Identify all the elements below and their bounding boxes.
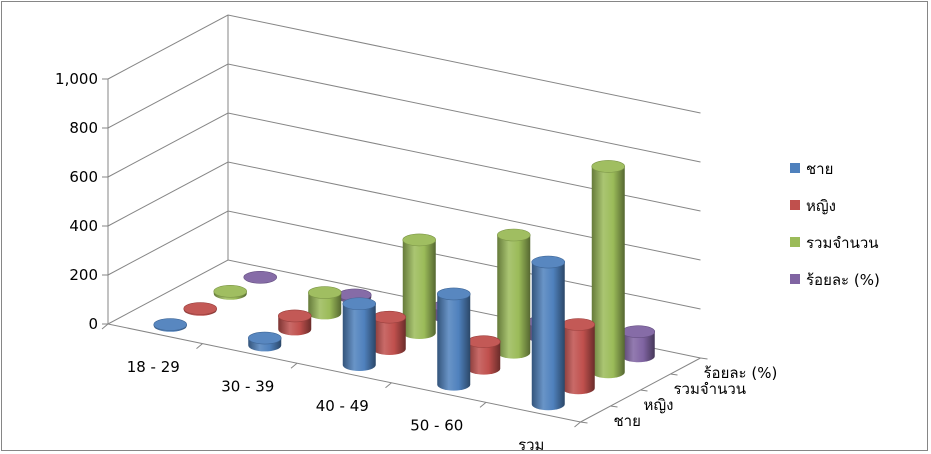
cylinder-top xyxy=(591,160,626,173)
cylinder-top xyxy=(277,309,312,323)
bar-50-60-series-3 xyxy=(496,228,531,359)
bar-50-60-series-2 xyxy=(466,335,501,375)
x-axis-line xyxy=(107,323,581,423)
depth-tick-label-4: ร้อยละ (%) xyxy=(704,364,778,382)
depth-tick-mark xyxy=(610,405,618,408)
x-tick-mark xyxy=(290,362,298,369)
x-tick-mark xyxy=(196,343,203,349)
legend-label: รวมจำนวน xyxy=(806,234,879,252)
legend-swatch xyxy=(790,163,800,173)
depth-tick-mark xyxy=(580,421,588,424)
gridline xyxy=(107,161,701,261)
legend-item-4: ร้อยละ (%) xyxy=(790,271,880,289)
bar-item-series-2 xyxy=(561,318,596,395)
legend-item-3: รวมจำนวน xyxy=(790,234,879,252)
depth-tick-mark xyxy=(670,373,678,376)
legend-label: ชาย xyxy=(806,160,833,178)
cylinder-top xyxy=(247,331,282,345)
y-tick-label: 0 xyxy=(88,315,98,333)
cylinder-top xyxy=(466,335,501,348)
cylinder-top xyxy=(402,233,437,247)
legend-swatch xyxy=(790,274,800,284)
bar-item-series-4 xyxy=(621,325,656,363)
y-tick-label: 1,000 xyxy=(55,70,98,88)
x-tick-mark xyxy=(479,402,487,408)
cylinder-top xyxy=(561,318,596,331)
cylinder-top xyxy=(621,325,656,339)
legend-label: หญิง xyxy=(806,197,836,215)
bar-30-39-series-3 xyxy=(307,286,342,320)
cylinder-top xyxy=(496,228,531,242)
bar-18-29-series-2 xyxy=(183,302,218,316)
cylinder-body xyxy=(437,293,471,391)
y-tick-label: 400 xyxy=(69,217,98,235)
gridline xyxy=(107,14,701,114)
depth-tick-label-3: รวมจำนวน xyxy=(674,380,747,398)
cylinder-top xyxy=(213,285,248,298)
bar-40-49-series-1 xyxy=(342,297,377,371)
depth-tick-mark xyxy=(640,389,648,392)
bar-18-29-series-4 xyxy=(243,271,278,284)
depth-tick-mark xyxy=(700,357,708,360)
cylinder-top xyxy=(531,255,566,269)
x-tick-mark xyxy=(385,382,392,389)
bar-40-49-series-3 xyxy=(402,233,437,339)
bar-18-29-series-1 xyxy=(153,318,188,332)
cylinder-body xyxy=(531,262,565,411)
cylinder-top xyxy=(307,286,342,299)
cylinder-body xyxy=(621,331,655,363)
x-tick-label-40-49: 40 - 49 xyxy=(316,397,369,415)
cylinder-body xyxy=(591,166,625,379)
cylinder-top xyxy=(243,271,278,284)
cylinder-body xyxy=(467,341,501,375)
legend-swatch xyxy=(790,237,800,247)
x-tick-mark xyxy=(101,323,109,330)
cylinder-body xyxy=(402,239,436,339)
gridline xyxy=(107,112,701,212)
cylinder-body xyxy=(342,303,376,371)
x-tick-label-50-60: 50 - 60 xyxy=(410,417,463,435)
x-tick-label-30-39: 30 - 39 xyxy=(221,377,274,395)
depth-tick-label-1: ชาย xyxy=(614,412,641,430)
bar-item-series-3 xyxy=(591,160,626,379)
y-tick-label: 800 xyxy=(69,119,98,137)
cylinder-top xyxy=(372,310,407,324)
cylinder-top xyxy=(183,302,218,315)
depth-tick-label-2: หญิง xyxy=(644,396,674,414)
bar-30-39-series-2 xyxy=(277,309,312,336)
cylinder-body xyxy=(561,324,595,395)
cylinder-body xyxy=(497,235,531,359)
legend-swatch xyxy=(790,200,800,210)
bar-30-39-series-1 xyxy=(247,331,282,352)
x-tick-label-item: รวม xyxy=(518,436,544,454)
axis-labels: 0 200 400 600 800 1,000 18 - 29 30 - 39 40 - 49 5… xyxy=(55,70,777,454)
bar-item-series-1 xyxy=(531,255,566,411)
y-tick-label: 600 xyxy=(69,168,98,186)
bar-50-60-series-1 xyxy=(436,287,471,391)
bar-18-29-series-3 xyxy=(213,285,248,300)
legend-item-2: หญิง xyxy=(790,197,836,215)
legend-item-1: ชาย xyxy=(790,160,833,178)
cylinder-top xyxy=(153,318,188,331)
gridline xyxy=(107,63,701,163)
x-tick-label-18-29: 18 - 29 xyxy=(127,358,180,376)
x-tick-mark xyxy=(574,421,581,428)
bar-40-49-series-2 xyxy=(372,310,407,355)
cylinder-top xyxy=(436,287,471,301)
bars xyxy=(153,160,656,411)
y-tick-label: 200 xyxy=(69,266,98,284)
cylinder-body xyxy=(308,292,342,320)
cylinder-top xyxy=(342,297,377,311)
cylinder-body xyxy=(372,317,406,355)
legend-label: ร้อยละ (%) xyxy=(806,271,880,289)
